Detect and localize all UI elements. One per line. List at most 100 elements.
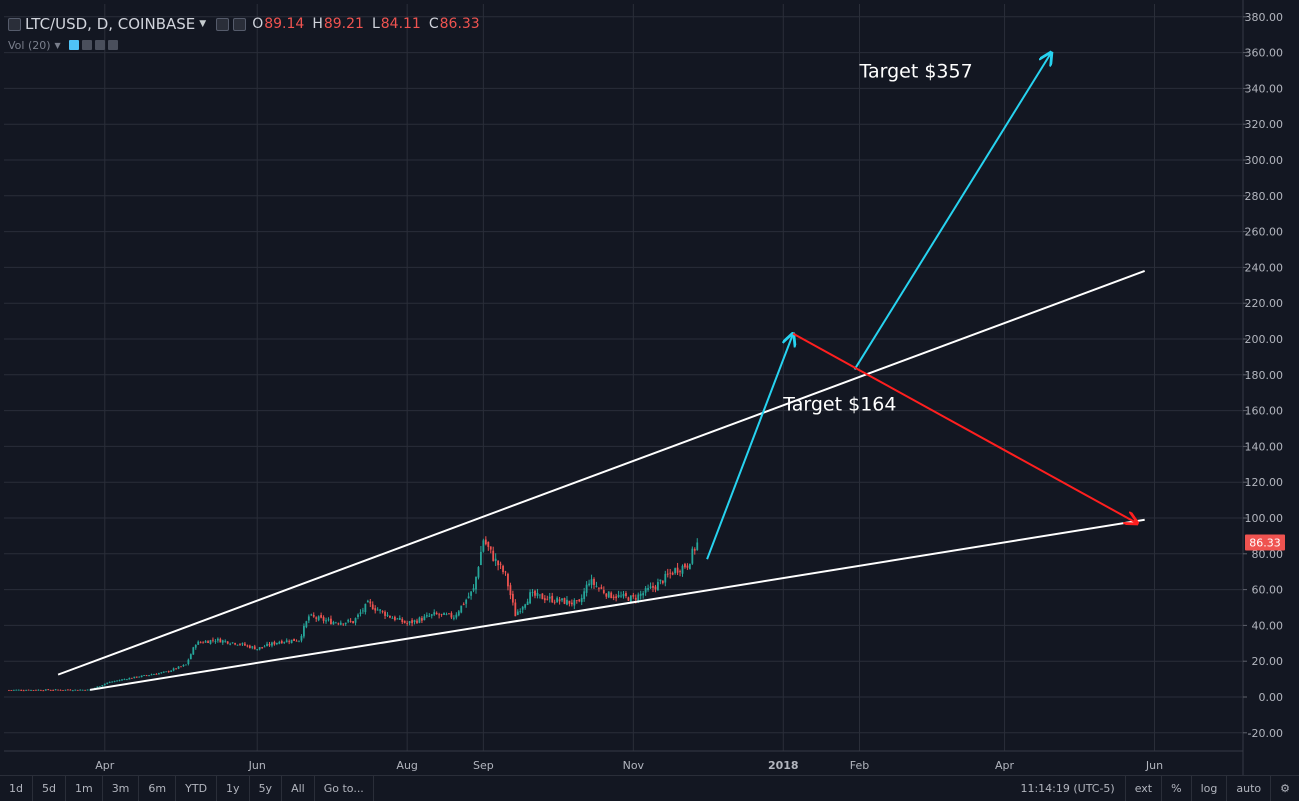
- candle-body: [632, 594, 635, 597]
- candle-body: [342, 623, 345, 625]
- auto-toggle[interactable]: auto: [1227, 776, 1272, 801]
- candle-body: [273, 641, 276, 645]
- candle-body: [543, 598, 546, 601]
- candle-body: [253, 646, 256, 650]
- candle-body: [266, 643, 268, 646]
- candle-body: [202, 642, 205, 644]
- candle-body: [81, 689, 84, 691]
- candle-body: [239, 644, 241, 645]
- candle-body: [204, 641, 207, 643]
- goto-button[interactable]: Go to...: [315, 776, 374, 801]
- candle-body: [450, 613, 453, 618]
- range-ytd[interactable]: YTD: [176, 776, 218, 801]
- candle-body: [317, 616, 320, 621]
- candle-body: [226, 641, 229, 644]
- collapse-icon[interactable]: [8, 17, 21, 31]
- gear-icon[interactable]: [233, 17, 247, 31]
- candle-body: [568, 600, 571, 604]
- symbol-title[interactable]: LTC/USD, D, COINBASE: [25, 15, 196, 33]
- y-tick-label: 200.00: [1245, 333, 1284, 346]
- candle-body: [293, 638, 295, 641]
- gear-icon[interactable]: ⚙: [1280, 782, 1290, 795]
- y-tick-label: 180.00: [1245, 369, 1284, 382]
- candle-body: [128, 677, 131, 680]
- candle-body: [435, 612, 438, 615]
- candle-body: [20, 690, 23, 691]
- range-3m[interactable]: 3m: [103, 776, 140, 801]
- low-label: L: [371, 16, 380, 32]
- candle-body: [475, 576, 477, 590]
- candle-body: [244, 643, 246, 646]
- candle-body: [362, 610, 364, 612]
- candle-body: [133, 676, 136, 679]
- candle-body: [379, 609, 382, 611]
- plus-icon[interactable]: [94, 40, 105, 50]
- candle-body: [148, 675, 150, 676]
- candle-body: [219, 639, 222, 643]
- candle-body: [585, 584, 588, 593]
- volume-indicator[interactable]: Vol (20) ▼: [8, 38, 118, 52]
- candle-body: [696, 542, 699, 551]
- candle-body: [212, 639, 214, 641]
- candle-body: [25, 690, 28, 691]
- target-arrow-up: [853, 53, 1052, 370]
- y-tick-label: 40.00: [1252, 619, 1284, 632]
- close-icon[interactable]: [107, 40, 118, 50]
- close-label: C: [428, 16, 439, 32]
- candle-body: [524, 604, 527, 608]
- candle-body: [89, 689, 91, 691]
- candle-body: [30, 689, 32, 691]
- candle-body: [177, 666, 180, 669]
- range-all[interactable]: All: [282, 776, 315, 801]
- candle-body: [418, 617, 421, 623]
- chevron-down-icon[interactable]: ▼: [199, 19, 207, 29]
- candle-body: [332, 621, 335, 625]
- y-tick-label: 280.00: [1245, 190, 1284, 203]
- candle-body: [236, 644, 239, 646]
- candle-body: [79, 689, 82, 691]
- candle-body: [516, 611, 519, 615]
- candle-body: [519, 611, 522, 612]
- candle-body: [126, 679, 128, 681]
- candle-body: [548, 596, 551, 599]
- range-1m[interactable]: 1m: [66, 776, 103, 801]
- candle-body: [558, 599, 561, 602]
- x-tick-label: Nov: [623, 759, 645, 772]
- candle-body: [600, 587, 603, 589]
- close-value: 86.33: [439, 16, 480, 32]
- candle-body: [27, 689, 30, 691]
- range-1y[interactable]: 1y: [217, 776, 250, 801]
- candle-body: [84, 689, 87, 691]
- candle-body: [684, 563, 686, 568]
- candle-body: [334, 622, 337, 624]
- candle-body: [575, 600, 578, 602]
- candle-body: [143, 675, 146, 676]
- candle-body: [649, 586, 652, 588]
- candle-body: [298, 640, 300, 642]
- log-toggle[interactable]: log: [1192, 776, 1228, 801]
- candle-body: [391, 618, 394, 619]
- candle-body: [167, 671, 170, 673]
- eye-icon[interactable]: [68, 40, 79, 50]
- candle-body: [231, 642, 234, 644]
- range-5d[interactable]: 5d: [33, 776, 66, 801]
- candle-body: [229, 643, 232, 645]
- candle-body: [561, 598, 563, 601]
- ext-toggle[interactable]: ext: [1124, 776, 1163, 801]
- chevron-down-icon[interactable]: ▼: [54, 40, 61, 50]
- candle-body: [263, 646, 266, 648]
- candle-body: [588, 583, 590, 586]
- range-5y[interactable]: 5y: [250, 776, 283, 801]
- candle-body: [37, 689, 40, 691]
- range-1d[interactable]: 1d: [0, 776, 33, 801]
- percent-toggle[interactable]: %: [1162, 776, 1192, 801]
- candle-body: [416, 620, 418, 623]
- settings-icon[interactable]: [81, 40, 92, 50]
- candle-body: [325, 620, 327, 622]
- settings-icon[interactable]: [216, 17, 230, 31]
- candle-body: [693, 549, 696, 551]
- candle-body: [62, 689, 64, 691]
- candle-body: [566, 599, 568, 605]
- range-6m[interactable]: 6m: [139, 776, 177, 801]
